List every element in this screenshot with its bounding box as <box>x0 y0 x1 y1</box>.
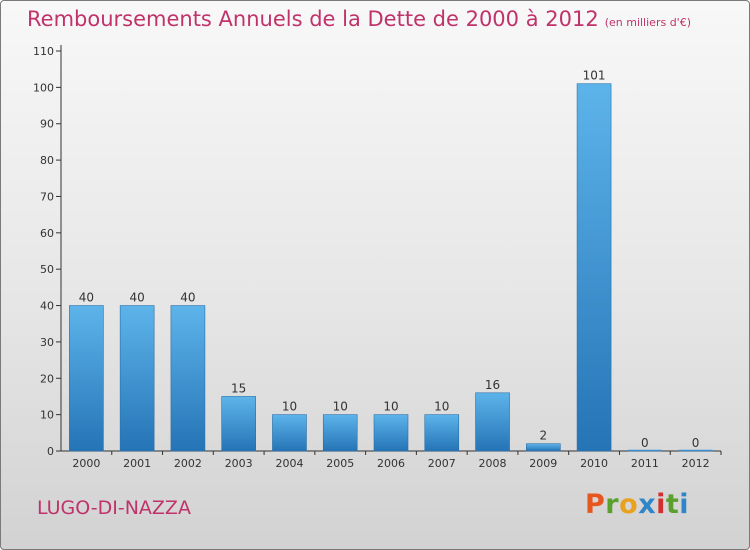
chart-unit-note: (en milliers d'€) <box>604 16 691 29</box>
logo-letter: x <box>638 489 657 520</box>
data-label-2009: 2 <box>539 429 547 443</box>
y-tick-label: 70 <box>40 190 54 203</box>
y-tick-label: 40 <box>40 300 54 313</box>
bar-2002 <box>170 305 206 452</box>
y-tick-label: 50 <box>40 263 54 276</box>
x-tick-label-2000: 2000 <box>72 457 100 470</box>
y-tick-label: 0 <box>47 445 54 458</box>
data-label-2004: 10 <box>282 400 297 414</box>
x-tick-label-2002: 2002 <box>174 457 202 470</box>
data-label-2000: 40 <box>79 291 94 305</box>
bar-2000 <box>69 305 104 452</box>
x-tick-label-2008: 2008 <box>479 457 507 470</box>
y-tick-label: 10 <box>40 409 54 422</box>
data-label-2005: 10 <box>333 400 348 414</box>
bar-2001 <box>119 305 155 452</box>
data-label-2006: 10 <box>383 400 398 414</box>
x-tick-label-2004: 2004 <box>275 457 303 470</box>
data-label-2002: 40 <box>180 291 195 305</box>
y-tick-label: 20 <box>40 372 54 385</box>
x-tick-label-2007: 2007 <box>428 457 456 470</box>
bar-2006 <box>373 414 409 452</box>
x-tick-label-2009: 2009 <box>529 457 557 470</box>
logo-letter: P <box>585 489 606 520</box>
bar-2004 <box>272 414 307 452</box>
commune-name: LUGO-DI-NAZZA <box>37 497 191 519</box>
x-tick-label-2012: 2012 <box>682 457 710 470</box>
y-tick-label: 90 <box>40 118 54 131</box>
data-label-2001: 40 <box>130 291 145 305</box>
x-tick-label-2011: 2011 <box>631 457 659 470</box>
data-label-2011: 0 <box>641 436 649 450</box>
y-tick-label: 80 <box>40 154 54 167</box>
chart-title-text: Remboursements Annuels de la Dette de 20… <box>27 7 599 31</box>
logo-letter: t <box>665 489 680 520</box>
x-tick-label-2003: 2003 <box>225 457 253 470</box>
logo-letter: i <box>679 489 690 520</box>
bar-2009 <box>526 443 561 452</box>
bar-2010 <box>576 83 612 452</box>
data-label-2012: 0 <box>692 436 700 450</box>
bar-2003 <box>221 396 256 452</box>
y-tick-label: 60 <box>40 227 54 240</box>
y-tick-label: 110 <box>33 45 54 58</box>
data-label-2008: 16 <box>485 378 500 392</box>
bar-2008 <box>475 392 510 452</box>
data-label-2003: 15 <box>231 381 246 395</box>
data-label-2010: 101 <box>583 69 606 83</box>
y-tick-label: 100 <box>33 81 54 94</box>
logo-letter: r <box>605 489 620 520</box>
chart-title: Remboursements Annuels de la Dette de 20… <box>27 7 691 31</box>
x-tick-label-2001: 2001 <box>123 457 151 470</box>
bar-2007 <box>424 414 460 452</box>
x-tick-label-2010: 2010 <box>580 457 608 470</box>
x-tick-label-2005: 2005 <box>326 457 354 470</box>
logo-letter: o <box>619 489 639 520</box>
x-tick-label-2006: 2006 <box>377 457 405 470</box>
proxiti-logo: Proxiti <box>585 489 689 520</box>
logo-letter: i <box>656 489 666 520</box>
bar-2005 <box>322 414 358 452</box>
y-tick-label: 30 <box>40 336 54 349</box>
data-label-2007: 10 <box>434 400 449 414</box>
